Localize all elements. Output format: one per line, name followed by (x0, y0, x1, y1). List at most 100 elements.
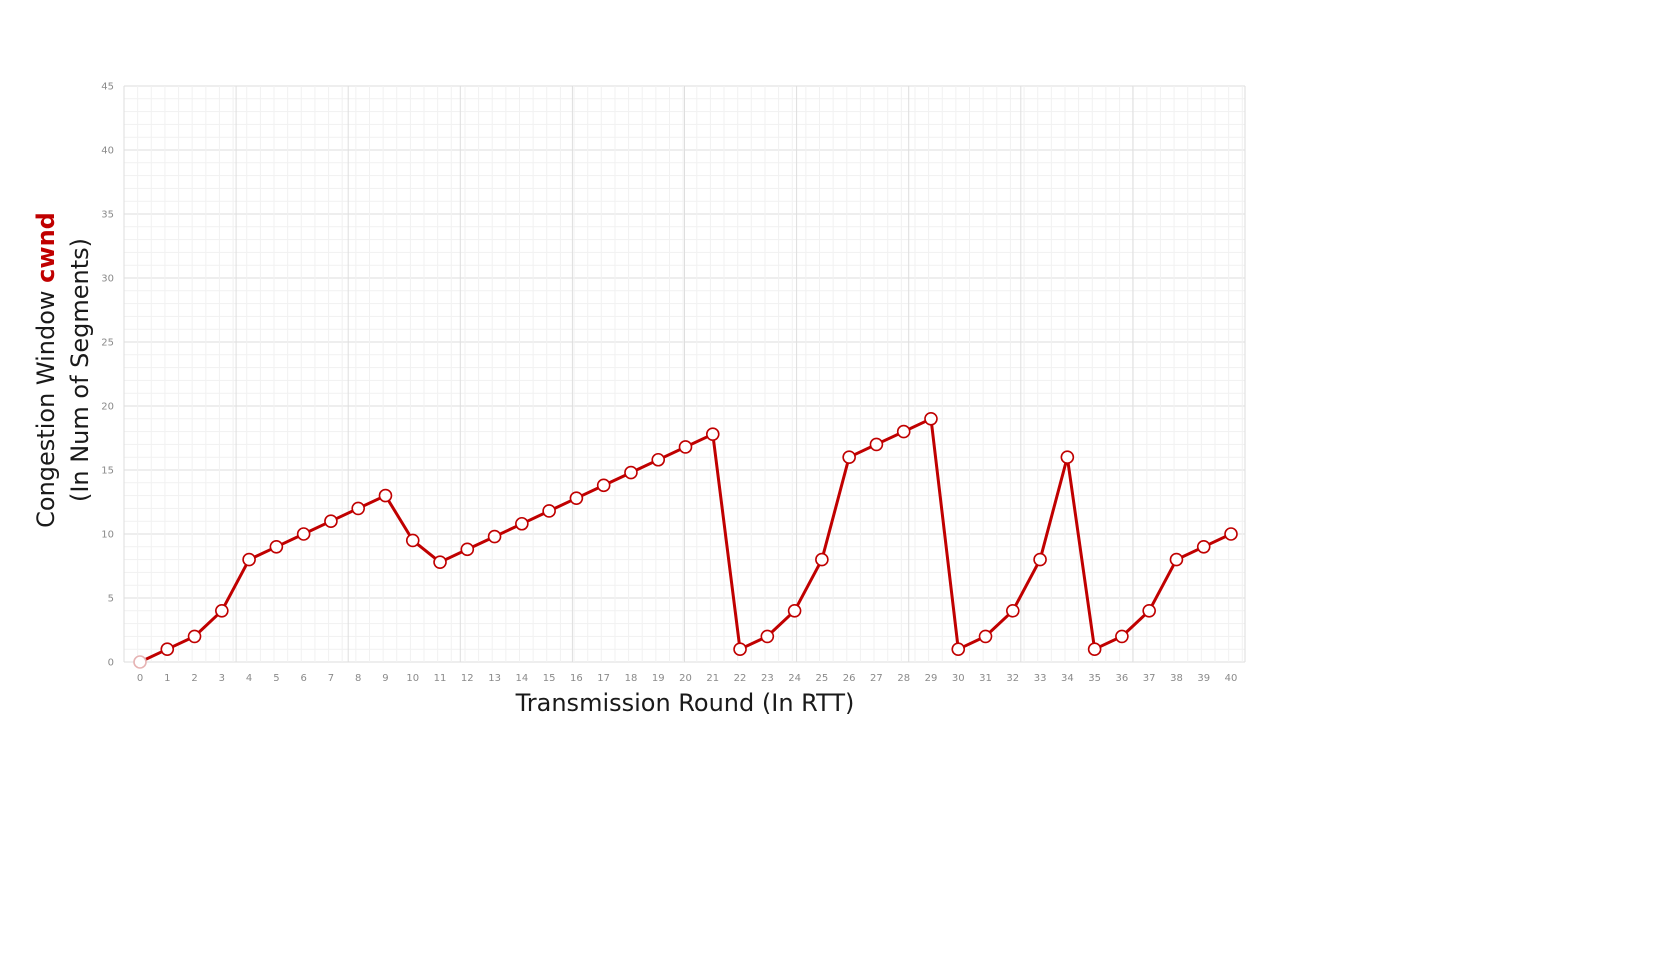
y-tick-label: 5 (108, 594, 114, 605)
x-tick-label: 31 (979, 673, 992, 684)
data-point (1142, 603, 1156, 618)
data-points (133, 411, 1238, 669)
data-point (1087, 642, 1102, 657)
x-tick-label: 23 (761, 673, 774, 684)
data-point (351, 501, 366, 516)
data-point (1005, 603, 1020, 618)
x-tick-label: 29 (925, 673, 938, 684)
y-tick-label: 20 (101, 402, 114, 413)
data-point (760, 629, 775, 644)
x-tick-label: 10 (406, 673, 419, 684)
y-axis-title-units: (In Num of Segments) (66, 238, 94, 502)
data-point (433, 555, 447, 569)
y-axis-title: Congestion Window cwnd (In Num of Segmen… (32, 212, 94, 528)
data-point (133, 655, 147, 669)
y-tick-label: 10 (101, 530, 114, 541)
x-tick-label: 22 (734, 673, 747, 684)
data-point (542, 504, 556, 518)
y-tick-label: 45 (101, 82, 114, 93)
x-tick-label: 14 (515, 673, 528, 684)
data-point (215, 603, 229, 618)
x-tick-label: 28 (897, 673, 910, 684)
x-tick-label: 6 (300, 673, 306, 684)
data-point (951, 642, 966, 657)
data-point (896, 424, 911, 439)
x-tick-label: 40 (1225, 673, 1238, 684)
x-tick-label: 16 (570, 673, 583, 684)
data-point (187, 629, 202, 644)
x-tick-label: 33 (1034, 673, 1047, 684)
data-point (787, 603, 802, 618)
x-tick-label: 0 (137, 673, 143, 684)
x-tick-label: 13 (488, 673, 501, 684)
data-point (678, 440, 693, 454)
data-point (569, 491, 584, 505)
x-tick-label: 24 (788, 673, 801, 684)
x-tick-label: 20 (679, 673, 692, 684)
data-point (596, 478, 611, 493)
data-point (978, 629, 993, 644)
y-axis-title-prefix: Congestion Window (32, 283, 60, 528)
data-point (296, 527, 311, 541)
data-point (1033, 552, 1047, 567)
data-point (733, 642, 747, 657)
data-point (324, 514, 338, 529)
data-point (460, 542, 475, 557)
x-tick-label: 2 (191, 673, 197, 684)
x-tick-label: 5 (273, 673, 279, 684)
x-tick-label: 21 (706, 673, 719, 684)
x-tick-label: 8 (355, 673, 361, 684)
y-axis-title-cwnd: cwnd (32, 212, 60, 283)
data-point (869, 437, 884, 452)
data-point (1169, 552, 1184, 567)
x-tick-label: 11 (434, 673, 447, 684)
x-tick-label: 37 (1143, 673, 1156, 684)
data-point (1060, 450, 1075, 465)
x-tick-label: 15 (543, 673, 556, 684)
svg-text:Congestion Window cwnd: Congestion Window cwnd (32, 212, 60, 528)
y-tick-label: 0 (108, 658, 114, 669)
x-tick-label: 18 (625, 673, 638, 684)
data-point (815, 552, 829, 567)
grid-lines (123, 85, 1246, 663)
x-tick-label: 19 (652, 673, 665, 684)
data-point (242, 552, 256, 567)
y-tick-label: 40 (101, 146, 114, 157)
y-tick-label: 30 (101, 274, 114, 285)
y-tick-label: 25 (101, 338, 114, 349)
data-point (405, 533, 420, 548)
data-point (1224, 527, 1238, 541)
x-tick-label: 9 (382, 673, 388, 684)
x-tick-label: 17 (597, 673, 610, 684)
x-tick-label: 36 (1116, 673, 1129, 684)
x-tick-label: 30 (952, 673, 965, 684)
data-point (924, 411, 938, 426)
x-tick-label: 34 (1061, 673, 1074, 684)
data-point (378, 488, 393, 503)
x-tick-label: 39 (1197, 673, 1210, 684)
x-tick-label: 38 (1170, 673, 1183, 684)
data-point (487, 529, 502, 544)
data-point (842, 450, 856, 465)
x-tick-label: 27 (870, 673, 883, 684)
data-point (624, 465, 638, 480)
x-axis-title: Transmission Round (In RTT) (515, 689, 855, 717)
x-tick-label: 7 (328, 673, 334, 684)
data-point (1196, 539, 1211, 554)
y-tick-label: 15 (101, 466, 114, 477)
x-tick-label: 3 (219, 673, 225, 684)
x-tick-label: 25 (816, 673, 829, 684)
data-point (269, 539, 284, 554)
x-tick-label: 35 (1088, 673, 1101, 684)
x-tick-label: 12 (461, 673, 474, 684)
x-tick-label: 4 (246, 673, 252, 684)
data-point (705, 427, 720, 441)
data-point (651, 452, 666, 467)
data-point (160, 642, 175, 657)
data-point (1115, 629, 1129, 644)
x-tick-label: 26 (843, 673, 856, 684)
data-point (515, 516, 529, 531)
x-tick-label: 32 (1006, 673, 1019, 684)
